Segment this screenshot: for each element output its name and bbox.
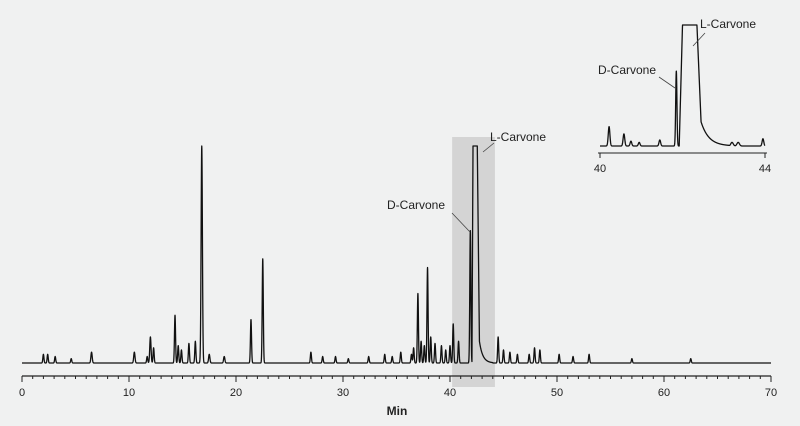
inset-tick-label-44: 44 (759, 163, 771, 175)
main-x-tick-labels: 0 10 20 30 40 50 60 70 (19, 387, 777, 399)
x-tick-label: 50 (551, 387, 563, 399)
l-carvone-annotation: L-Carvone (490, 130, 546, 144)
inset-tick-label-40: 40 (594, 163, 606, 175)
x-tick-label: 30 (337, 387, 349, 399)
inset-chart: 40 44 L-Carvone D-Carvone (594, 4, 774, 175)
x-axis-title: Min (387, 404, 408, 418)
inset-chromatogram-trace (599, 24, 766, 147)
x-tick-label: 0 (19, 387, 25, 399)
d-carvone-annotation: D-Carvone (387, 198, 445, 212)
l-carvone-leader-line (482, 142, 495, 153)
inset-l-carvone-leader-line (692, 32, 706, 47)
inset-d-carvone-leader-line (658, 76, 676, 89)
inset-d-carvone-annotation: D-Carvone (598, 63, 656, 77)
inset-l-carvone-annotation: L-Carvone (700, 17, 756, 31)
main-x-axis-ticks (21, 376, 772, 382)
x-tick-label: 70 (765, 387, 777, 399)
x-tick-label: 40 (444, 387, 456, 399)
d-carvone-leader-line (451, 212, 471, 233)
x-tick-label: 10 (123, 387, 135, 399)
inset-background (594, 4, 774, 154)
x-tick-label: 60 (658, 387, 670, 399)
x-tick-label: 20 (230, 387, 242, 399)
main-chromatogram-trace (21, 145, 772, 364)
